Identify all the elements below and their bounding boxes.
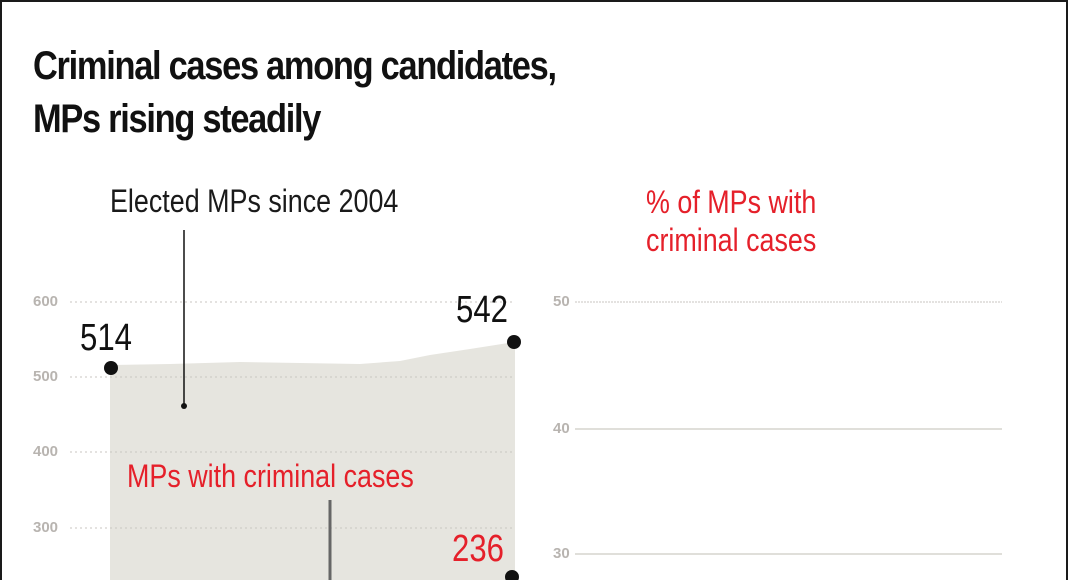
right-ytick-50: 50 — [553, 293, 570, 310]
left-ytick-500: 500 — [33, 368, 59, 385]
left-ytick-400: 400 — [33, 443, 59, 460]
left-ytick-600: 600 — [33, 293, 59, 310]
elected-leader-dot — [181, 403, 187, 409]
title-line-1: Criminal cases among candidates, — [33, 44, 557, 88]
point-542 — [507, 335, 521, 349]
chart-title: Criminal cases among candidates, MPs ris… — [33, 40, 557, 146]
right-ytick-30: 30 — [553, 545, 570, 562]
point-514 — [104, 361, 118, 375]
elected-mps-label: Elected MPs since 2004 — [110, 183, 399, 219]
point-236 — [505, 570, 519, 580]
elected-mps-area — [110, 342, 515, 580]
right-ytick-40: 40 — [553, 420, 570, 437]
left-ytick-300: 300 — [33, 519, 59, 536]
value-label-236: 236 — [452, 528, 504, 570]
value-label-514: 514 — [80, 317, 132, 359]
right-gridlines — [575, 301, 1002, 555]
left-gridlines — [70, 301, 515, 529]
pct-criminal-label: % of MPs with criminal cases — [646, 183, 816, 259]
pct-label-line-1: % of MPs with — [646, 184, 817, 220]
criminal-mps-label: MPs with criminal cases — [127, 458, 414, 494]
title-line-2: MPs rising steadily — [33, 97, 321, 141]
value-label-542: 542 — [456, 289, 508, 331]
pct-label-line-2: criminal cases — [646, 222, 817, 258]
